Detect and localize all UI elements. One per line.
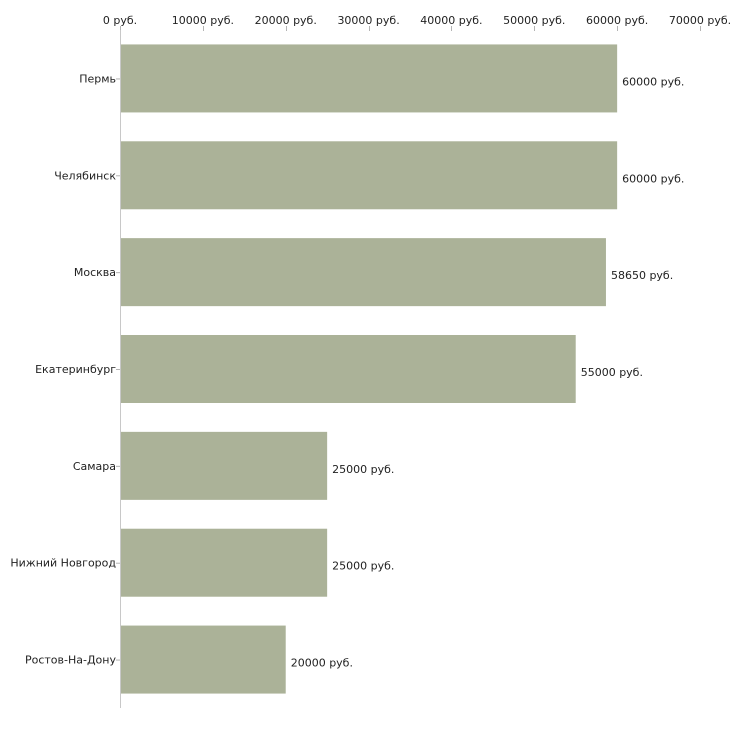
value-label: 60000 руб.: [622, 172, 684, 185]
value-label: 58650 руб.: [611, 269, 673, 282]
x-tick-label: 0 руб.: [103, 14, 137, 27]
x-axis: 0 руб. 10000 руб. 20000 руб. 30000 руб. 4000…: [103, 14, 730, 31]
category-label: Самара: [73, 460, 116, 473]
x-tick-label: 70000 руб.: [669, 14, 730, 27]
value-label: 55000 руб.: [581, 366, 643, 379]
x-tick-label: 40000 руб.: [420, 14, 482, 27]
bars: [120, 44, 618, 694]
x-tick-label: 30000 руб.: [337, 14, 399, 27]
bar: [120, 141, 618, 210]
bar: [120, 625, 286, 694]
bar: [120, 431, 328, 500]
value-label: 25000 руб.: [332, 463, 394, 476]
value-label: 20000 руб.: [291, 657, 353, 670]
category-label: Ростов-На-Дону: [25, 654, 116, 667]
x-tick-label: 50000 руб.: [503, 14, 565, 27]
bar: [120, 44, 618, 113]
value-labels: 60000 руб. 60000 руб. 58650 руб. 55000 руб.…: [291, 75, 685, 669]
category-label: Екатеринбург: [35, 363, 116, 376]
value-label: 60000 руб.: [622, 75, 684, 88]
bar: [120, 528, 328, 597]
x-tick-label: 10000 руб.: [172, 14, 234, 27]
category-label: Пермь: [79, 72, 116, 85]
category-label: Нижний Новгород: [10, 557, 116, 570]
x-tick-label: 20000 руб.: [255, 14, 317, 27]
x-tick-label: 60000 руб.: [586, 14, 648, 27]
value-label: 25000 руб.: [332, 560, 394, 573]
category-label: Челябинск: [54, 169, 116, 182]
bar: [120, 238, 606, 307]
category-label: Москва: [74, 266, 116, 279]
bar: [120, 335, 576, 403]
y-axis: Пермь Челябинск Москва Екатеринбург Самара Ни…: [10, 72, 120, 667]
